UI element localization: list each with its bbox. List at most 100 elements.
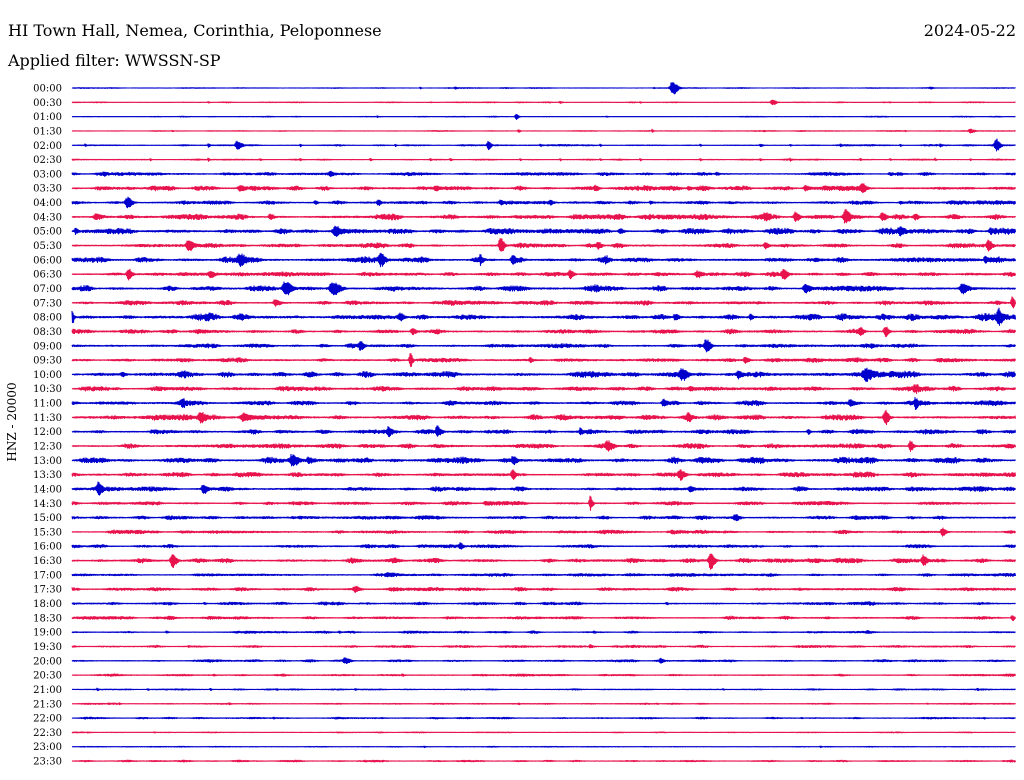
- trace-time-label: 17:30: [33, 585, 62, 596]
- trace-line-10-00: [71, 367, 1017, 382]
- trace-time-label: 00:00: [33, 84, 62, 95]
- traces: [71, 82, 1017, 763]
- trace-time-label: 11:00: [33, 399, 62, 410]
- trace-time-label: 22:30: [33, 728, 62, 739]
- trace-line-03-30: [71, 183, 1017, 193]
- trace-line-07-00: [71, 281, 1016, 296]
- trace-time-label: 22:00: [33, 714, 62, 725]
- trace-line-13-00: [71, 453, 1016, 467]
- trace-line-21-30: [71, 702, 1016, 706]
- trace-line-09-30: [71, 353, 1017, 367]
- trace-line-11-00: [71, 397, 1017, 411]
- trace-time-label: 16:30: [33, 556, 62, 567]
- trace-line-20-00: [71, 657, 1016, 664]
- trace-line-15-30: [71, 527, 1017, 537]
- trace-time-label: 10:00: [33, 370, 62, 381]
- trace-time-label: 02:00: [33, 141, 62, 152]
- trace-time-label: 11:30: [33, 413, 62, 424]
- trace-line-08-00: [71, 307, 1017, 326]
- trace-time-label: 15:00: [33, 513, 62, 524]
- trace-time-label: 12:30: [33, 442, 62, 453]
- trace-line-17-00: [71, 572, 1017, 578]
- trace-line-22-30: [71, 731, 1016, 734]
- trace-time-label: 05:30: [33, 241, 62, 252]
- trace-time-label: 00:30: [33, 98, 62, 109]
- trace-line-22-00: [71, 716, 1016, 720]
- trace-line-04-30: [71, 208, 1016, 224]
- chart-subtitle: Applied filter: WWSSN-SP: [7, 51, 221, 70]
- trace-line-04-00: [71, 196, 1017, 209]
- trace-time-label: 14:00: [33, 485, 62, 496]
- trace-time-label: 06:30: [33, 270, 62, 281]
- trace-line-06-00: [71, 252, 1017, 268]
- trace-time-label: 21:30: [33, 699, 62, 710]
- trace-time-label: 08:30: [33, 327, 62, 338]
- trace-line-16-30: [71, 553, 1017, 570]
- trace-line-00-00: [71, 82, 1016, 95]
- trace-line-19-30: [71, 643, 1016, 649]
- trace-time-label: 03:30: [33, 184, 62, 195]
- trace-time-label: 03:00: [33, 169, 62, 180]
- trace-time-label: 09:00: [33, 341, 62, 352]
- trace-time-label: 07:00: [33, 284, 62, 295]
- trace-line-01-30: [71, 128, 1016, 134]
- y-axis-label: HNZ - 20000: [5, 382, 19, 461]
- trace-time-label: 01:30: [33, 127, 62, 138]
- trace-time-label: 05:00: [33, 227, 62, 238]
- trace-line-06-30: [71, 268, 1017, 281]
- trace-time-label: 20:30: [33, 671, 62, 682]
- chart-date: 2024-05-22: [924, 21, 1016, 40]
- trace-line-21-00: [71, 687, 1016, 692]
- trace-time-label: 04:30: [33, 212, 62, 223]
- trace-time-label: 23:00: [33, 742, 62, 753]
- trace-line-11-30: [71, 409, 1017, 426]
- trace-line-00-30: [71, 99, 1016, 106]
- trace-line-12-30: [71, 440, 1017, 452]
- trace-time-label: 16:00: [33, 542, 62, 553]
- trace-time-label: 19:00: [33, 628, 62, 639]
- trace-time-label: 14:30: [33, 499, 62, 510]
- trace-time-label: 10:30: [33, 384, 62, 395]
- chart-title: HI Town Hall, Nemea, Corinthia, Peloponn…: [8, 21, 382, 40]
- trace-line-12-00: [71, 425, 1017, 438]
- trace-time-label: 01:00: [33, 112, 62, 123]
- trace-line-07-30: [71, 296, 1017, 309]
- trace-time-label: 07:30: [33, 298, 62, 309]
- trace-time-label: 13:00: [33, 456, 62, 467]
- trace-line-17-30: [71, 585, 1017, 593]
- trace-line-18-00: [71, 601, 1016, 606]
- trace-line-14-30: [71, 495, 1016, 511]
- trace-time-label: 09:30: [33, 356, 62, 367]
- trace-line-01-00: [71, 113, 1016, 120]
- trace-line-23-30: [71, 759, 1017, 763]
- trace-line-03-00: [71, 170, 1017, 178]
- trace-line-05-30: [71, 238, 1017, 252]
- trace-line-16-00: [71, 542, 1017, 550]
- trace-line-10-30: [71, 384, 1017, 395]
- trace-line-09-00: [71, 339, 1017, 353]
- trace-line-08-30: [71, 326, 1017, 337]
- trace-line-13-30: [71, 469, 1017, 481]
- trace-time-label: 02:30: [33, 155, 62, 166]
- trace-time-label: 23:30: [33, 757, 62, 768]
- trace-time-label: 18:00: [33, 599, 62, 610]
- trace-line-02-30: [71, 157, 1016, 162]
- trace-time-label: 18:30: [33, 613, 62, 624]
- trace-line-20-30: [71, 673, 1017, 677]
- trace-time-labels: 00:00 00:30 01:00 01:30 02:00 02:30 03:00 03:30…: [33, 84, 62, 768]
- trace-line-19-00: [71, 630, 1016, 634]
- trace-time-label: 19:30: [33, 642, 62, 653]
- trace-time-label: 20:00: [33, 656, 62, 667]
- trace-line-05-00: [71, 225, 1017, 237]
- trace-time-label: 13:30: [33, 470, 62, 481]
- trace-time-label: 15:30: [33, 527, 62, 538]
- trace-line-15-00: [71, 514, 1017, 522]
- trace-time-label: 17:00: [33, 570, 62, 581]
- trace-time-label: 21:00: [33, 685, 62, 696]
- trace-time-label: 08:00: [33, 313, 62, 324]
- trace-line-02-00: [71, 138, 1016, 152]
- trace-line-18-30: [71, 615, 1017, 622]
- trace-time-label: 06:00: [33, 255, 62, 266]
- trace-time-label: 12:00: [33, 427, 62, 438]
